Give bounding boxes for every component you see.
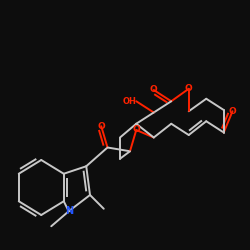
Text: N: N	[65, 206, 73, 216]
Text: O: O	[98, 122, 105, 131]
Text: OH: OH	[122, 97, 136, 106]
Text: O: O	[150, 86, 158, 94]
Text: O: O	[132, 126, 140, 134]
Text: O: O	[185, 84, 192, 93]
Text: O: O	[228, 107, 236, 116]
